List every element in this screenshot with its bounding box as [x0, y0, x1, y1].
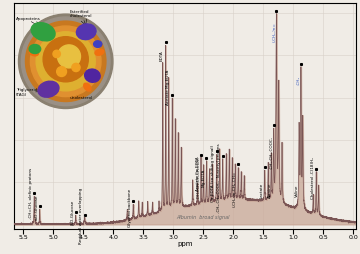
Text: EDTA: EDTA — [160, 50, 164, 61]
Text: Acetate Ca-EDTA: Acetate Ca-EDTA — [196, 156, 200, 191]
Text: β-D-Glucose: β-D-Glucose — [71, 200, 75, 225]
Text: Albumin  broad signal: Albumin broad signal — [177, 215, 230, 220]
Text: -OH=CH-CH-CH=CH-
Mg-EDTA: -OH=CH-CH-CH=CH- Mg-EDTA — [197, 156, 205, 199]
Text: Cholesterol -C(18)H₃: Cholesterol -C(18)H₃ — [311, 157, 315, 199]
Text: Acetate Mg-EDTA: Acetate Mg-EDTA — [166, 69, 170, 105]
Text: -CH₂-CH₂-COOC-: -CH₂-CH₂-COOC- — [269, 136, 273, 169]
Text: Valine: Valine — [296, 184, 300, 197]
Text: Residual water overlapping: Residual water overlapping — [80, 188, 84, 244]
Text: Lactate: Lactate — [260, 183, 264, 198]
Text: (-CH₂-)n-CH₂-CH=: (-CH₂-)n-CH₂-CH= — [233, 170, 237, 207]
Text: -CH=CH- olefinic protons: -CH=CH- olefinic protons — [29, 168, 33, 219]
Text: -CH₂-CH₂-COOC-  N-acetyl protons: -CH₂-CH₂-COOC- N-acetyl protons — [217, 143, 221, 213]
Text: (-CH₂-)n=: (-CH₂-)n= — [272, 22, 276, 42]
Text: Ca-EDTA (co-shifting signal): Ca-EDTA (co-shifting signal) — [211, 145, 215, 202]
Text: Alanine: Alanine — [268, 183, 272, 198]
Text: α-D-Glucose: α-D-Glucose — [35, 195, 39, 220]
Text: -CH₃: -CH₃ — [297, 76, 301, 85]
Text: Glycerol backbone: Glycerol backbone — [128, 188, 132, 227]
X-axis label: ppm: ppm — [177, 241, 193, 247]
